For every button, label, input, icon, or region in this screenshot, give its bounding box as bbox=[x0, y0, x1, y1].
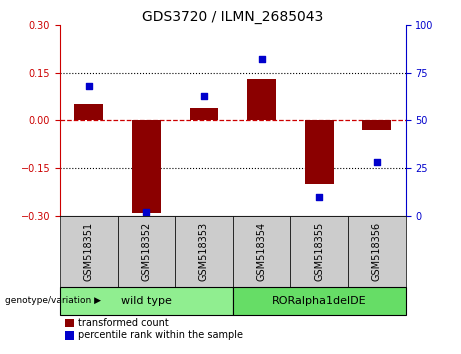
Text: GSM518353: GSM518353 bbox=[199, 222, 209, 281]
Point bbox=[200, 93, 207, 98]
Text: transformed count: transformed count bbox=[78, 318, 169, 328]
Bar bbox=[305, 120, 334, 184]
Title: GDS3720 / ILMN_2685043: GDS3720 / ILMN_2685043 bbox=[142, 10, 324, 24]
Text: GSM518352: GSM518352 bbox=[142, 222, 151, 281]
Text: GSM518354: GSM518354 bbox=[257, 222, 266, 281]
Bar bbox=[74, 104, 103, 120]
Text: GSM518356: GSM518356 bbox=[372, 222, 382, 281]
Text: RORalpha1delDE: RORalpha1delDE bbox=[272, 296, 366, 306]
Bar bbox=[189, 108, 219, 120]
Bar bbox=[132, 120, 161, 213]
Text: GSM518351: GSM518351 bbox=[84, 222, 94, 281]
Point bbox=[85, 83, 92, 89]
Bar bbox=[362, 120, 391, 130]
Text: wild type: wild type bbox=[121, 296, 172, 306]
Point bbox=[142, 209, 150, 215]
Text: genotype/variation ▶: genotype/variation ▶ bbox=[5, 296, 100, 306]
Point bbox=[315, 194, 323, 200]
Text: GSM518355: GSM518355 bbox=[314, 222, 324, 281]
Point bbox=[373, 160, 381, 165]
Text: percentile rank within the sample: percentile rank within the sample bbox=[78, 330, 243, 341]
Bar bbox=[247, 79, 276, 120]
Point bbox=[258, 56, 266, 62]
